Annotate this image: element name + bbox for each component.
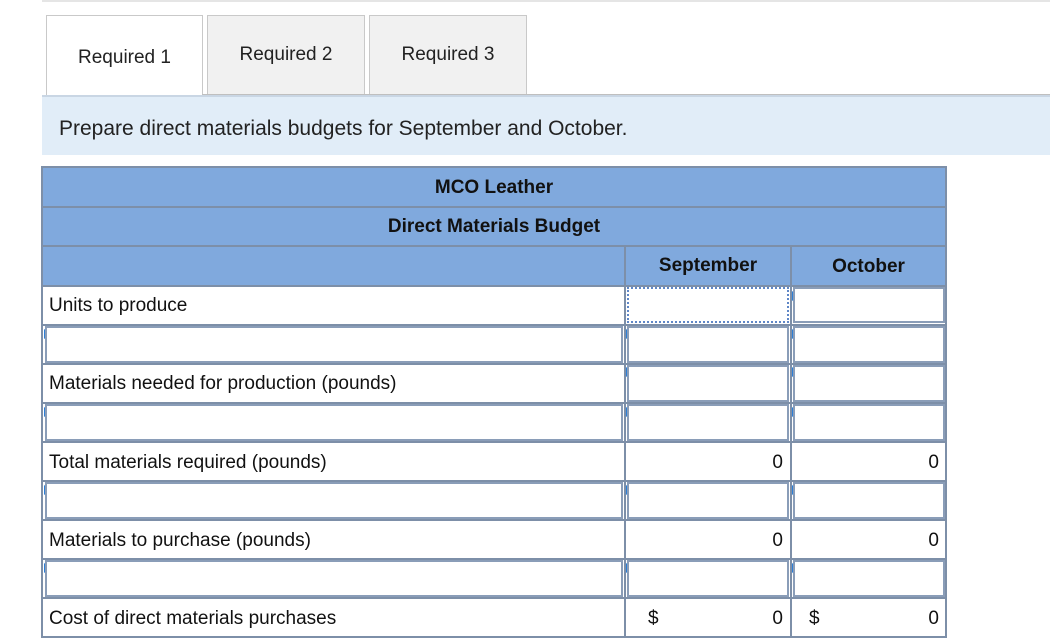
row-2-september-input[interactable] [627, 326, 789, 363]
tab-required-2-label: Required 2 [239, 44, 333, 65]
row-6-october-input[interactable] [793, 482, 945, 519]
currency-symbol: $ [648, 608, 659, 629]
instruction-bar: Prepare direct materials budgets for Sep… [42, 95, 1050, 155]
row-label-cost-of-purchases: Cost of direct materials purchases [49, 608, 337, 629]
divider [43, 245, 945, 247]
row-6-label-input[interactable] [45, 482, 623, 519]
tab-required-3-label: Required 3 [401, 44, 495, 65]
divider [43, 324, 945, 326]
row-4-october-input[interactable] [793, 404, 945, 441]
divider [43, 402, 945, 404]
row-4-label-input[interactable] [45, 404, 623, 441]
materials-needed-october-input[interactable] [793, 365, 945, 402]
row-2-october-input[interactable] [793, 326, 945, 363]
cost-september-value: 0 [772, 608, 783, 629]
materials-needed-september-input[interactable] [627, 365, 789, 402]
row-2-label-input[interactable] [45, 326, 623, 363]
divider [43, 363, 945, 365]
to-purchase-october-value: 0 [928, 530, 939, 551]
row-label-materials-to-purchase: Materials to purchase (pounds) [49, 530, 311, 551]
instruction-text: Prepare direct materials budgets for Sep… [59, 117, 628, 140]
tab-underline [202, 94, 1050, 95]
divider [43, 441, 945, 443]
row-4-september-input[interactable] [627, 404, 789, 441]
row-label-units-to-produce: Units to produce [49, 295, 188, 316]
units-to-produce-october-input[interactable] [793, 287, 945, 323]
title-header-row: Direct Materials Budget [43, 208, 945, 245]
row-8-label-input[interactable] [45, 560, 623, 597]
direct-materials-budget-table: MCO Leather Direct Materials Budget Sept… [41, 166, 947, 638]
row-8-october-input[interactable] [793, 560, 945, 597]
divider [43, 285, 945, 287]
row-label-total-materials-required: Total materials required (pounds) [49, 452, 327, 473]
column-october: October [832, 256, 905, 277]
row-8-september-input[interactable] [627, 560, 789, 597]
divider [43, 519, 945, 521]
column-header-row: September October [43, 247, 945, 285]
divider [43, 206, 945, 208]
divider [43, 597, 945, 599]
total-required-october-value: 0 [928, 452, 939, 473]
column-september: September [658, 255, 758, 276]
tab-required-3[interactable]: Required 3 [369, 15, 527, 95]
total-required-september-value: 0 [772, 452, 783, 473]
company-header-row: MCO Leather [43, 168, 945, 206]
budget-title: Direct Materials Budget [387, 216, 601, 237]
currency-symbol: $ [809, 608, 820, 629]
to-purchase-september-value: 0 [772, 530, 783, 551]
divider [43, 558, 945, 560]
tab-bar: Required 1 Required 2 Required 3 [0, 0, 1050, 100]
company-name: MCO Leather [434, 177, 554, 198]
cost-october-value: 0 [928, 608, 939, 629]
tab-required-1-label: Required 1 [78, 47, 171, 68]
divider [43, 480, 945, 482]
tab-required-2[interactable]: Required 2 [207, 15, 365, 95]
row-label-materials-needed: Materials needed for production (pounds) [49, 373, 397, 394]
row-6-september-input[interactable] [627, 482, 789, 519]
tab-required-1[interactable]: Required 1 [46, 15, 203, 97]
units-to-produce-september-input[interactable] [627, 287, 789, 323]
top-divider [42, 0, 1050, 2]
